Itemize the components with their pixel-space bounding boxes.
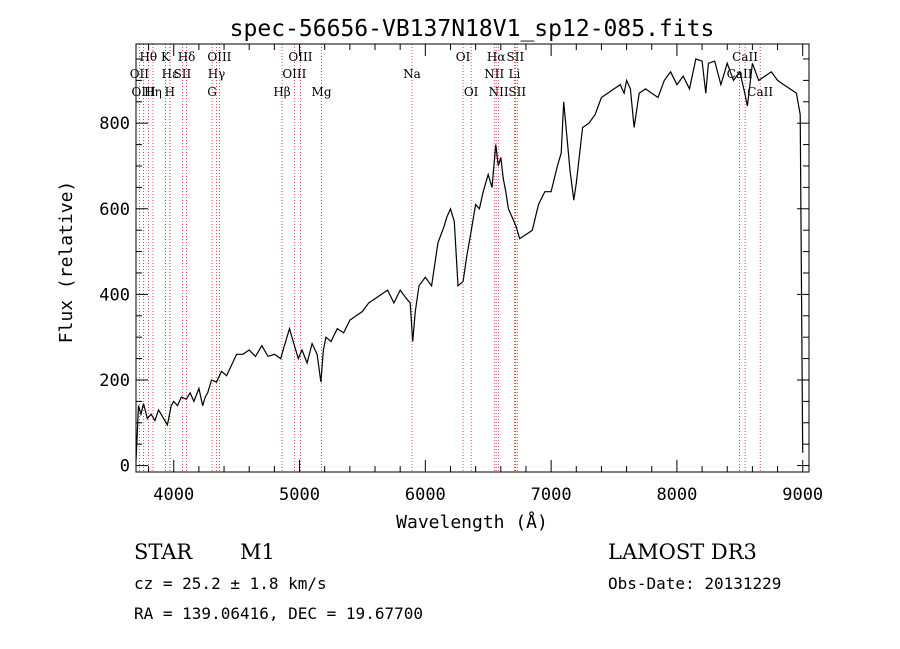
x-tick-label-2: 6000: [405, 485, 446, 505]
line-label-22: Li: [508, 67, 520, 81]
ra-dec: RA = 139.06416, DEC = 19.67700: [134, 604, 423, 623]
line-label-14: Hβ: [273, 85, 290, 99]
x-tick-label-1: 5000: [279, 485, 320, 505]
line-label-16: Na: [403, 67, 421, 81]
x-tick-label-5: 9000: [782, 485, 823, 505]
spectrum-line: [135, 58, 804, 462]
chart-title: spec-56656-VB137N18V1_sp12-085.fits: [230, 16, 715, 42]
line-label-13: OIII: [282, 67, 306, 81]
line-label-8: H: [165, 85, 175, 99]
y-tick-label-1: 200: [99, 371, 130, 391]
x-tick-label-4: 8000: [656, 485, 697, 505]
y-tick-label-4: 800: [99, 114, 130, 134]
line-label-1: OII: [130, 67, 150, 81]
axis-ticks: 4000 5000 6000 7000 8000 9000 0 200 400 600 800: [99, 44, 823, 505]
line-label-3: K: [161, 50, 171, 64]
line-label-20: SII: [507, 50, 525, 64]
line-label-18: OI: [464, 85, 479, 99]
line-label-27: CaII: [747, 85, 773, 99]
redshift-cz: cz = 25.2 ± 1.8 km/s: [134, 574, 327, 593]
obs-date: Obs-Date: 20131229: [608, 574, 782, 593]
line-label-24: SII: [508, 85, 526, 99]
line-label-15: Mg: [312, 85, 332, 99]
line-label-0: Hθ: [139, 50, 157, 64]
line-label-2: OIII: [132, 85, 156, 99]
line-label-12: OIII: [288, 50, 312, 64]
x-tick-label-3: 7000: [531, 485, 572, 505]
line-label-9: OIII: [207, 50, 231, 64]
object-subclass: M1: [240, 540, 275, 564]
line-label-25: CaII: [732, 50, 758, 64]
line-label-17: OI: [456, 50, 471, 64]
line-markers: [138, 44, 761, 472]
y-tick-label-0: 0: [120, 457, 130, 477]
line-label-19: Hα: [487, 50, 506, 64]
line-label-7: Hδ: [178, 50, 196, 64]
y-axis-label: Flux (relative): [56, 181, 77, 344]
object-class: STAR: [134, 540, 193, 564]
x-axis-label: Wavelength (Å): [396, 511, 548, 533]
y-tick-label-2: 400: [99, 285, 130, 305]
line-label-6: SII: [174, 67, 192, 81]
survey-name: LAMOST DR3: [608, 540, 757, 564]
x-tick-label-0: 4000: [153, 485, 194, 505]
line-label-23: NII: [489, 85, 509, 99]
plot-frame: [135, 43, 810, 473]
line-label-5: Hη: [144, 85, 162, 99]
line-label-11: G: [207, 85, 217, 99]
line-label-4: Hε: [162, 67, 179, 81]
line-label-26: CaII: [727, 67, 753, 81]
line-label-10: Hγ: [208, 67, 226, 81]
line-label-21: NII: [484, 67, 504, 81]
y-tick-label-3: 600: [99, 200, 130, 220]
